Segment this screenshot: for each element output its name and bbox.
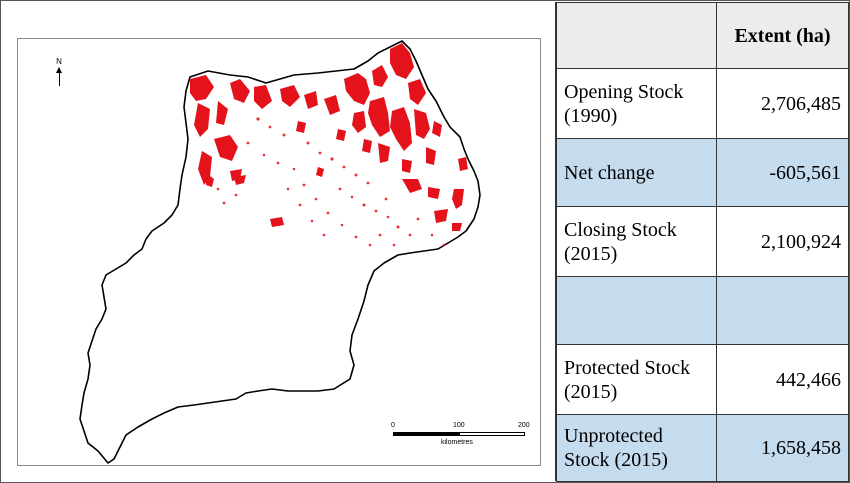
forest-patch xyxy=(336,129,346,141)
forest-patch xyxy=(362,139,372,153)
forest-patch xyxy=(452,189,464,209)
row-label: Closing Stock (2015) xyxy=(556,206,717,277)
forest-patch xyxy=(316,167,324,177)
forest-patch xyxy=(280,85,300,107)
map-frame: N xyxy=(17,38,541,466)
forest-patch xyxy=(452,223,462,231)
forest-patch xyxy=(324,95,340,115)
scale-unit: kilometres xyxy=(441,439,473,446)
forest-patch xyxy=(194,103,210,137)
table-row: Opening Stock (1990) 2,706,485 xyxy=(556,68,849,139)
forest-patch xyxy=(378,143,390,163)
forest-patch xyxy=(304,91,318,109)
row-value: 1,658,458 xyxy=(716,414,849,482)
forest-patch xyxy=(344,73,370,105)
row-value xyxy=(716,276,849,345)
header-label-cell xyxy=(556,2,717,69)
scale-segment-black xyxy=(393,432,459,436)
forest-patch xyxy=(216,101,228,125)
row-value: 2,706,485 xyxy=(716,68,849,139)
row-label: Opening Stock (1990) xyxy=(556,68,717,139)
forest-patch xyxy=(426,147,436,165)
scale-tick-0: 0 xyxy=(391,422,395,429)
forest-patch xyxy=(428,187,440,199)
forest-patch xyxy=(390,107,412,151)
north-label: N xyxy=(56,57,62,66)
forest-scatter xyxy=(216,117,446,247)
row-label: Protected Stock (2015) xyxy=(556,344,717,415)
forest-patch xyxy=(432,121,442,137)
scale-bar: 0 100 200 kilometres xyxy=(391,422,531,452)
header-extent-cell: Extent (ha) xyxy=(716,2,849,69)
uganda-map xyxy=(79,40,481,464)
forest-patch xyxy=(234,175,246,185)
forest-patch xyxy=(368,97,390,137)
forest-patch xyxy=(254,85,272,109)
table-row: Protected Stock (2015) 442,466 xyxy=(556,344,849,415)
forest-patch xyxy=(402,179,422,193)
forest-patch xyxy=(458,157,468,171)
table-row: Unprotected Stock (2015) 1,658,458 xyxy=(556,414,849,482)
forest-patch xyxy=(296,121,306,133)
row-value: 442,466 xyxy=(716,344,849,415)
forest-patch xyxy=(402,159,412,173)
row-label: Net change xyxy=(556,138,717,207)
forest-patch xyxy=(414,109,430,139)
north-arrow-icon xyxy=(55,67,62,86)
table-header-row: Extent (ha) xyxy=(556,2,849,69)
forest-patch xyxy=(214,135,238,161)
forest-patch xyxy=(230,79,250,103)
row-label xyxy=(556,276,717,345)
scale-tick-200: 200 xyxy=(518,422,530,429)
row-value: 2,100,924 xyxy=(716,206,849,277)
forest-patch xyxy=(352,111,366,133)
forest-patch xyxy=(372,65,388,87)
map-panel: N xyxy=(2,2,556,481)
forest-patch xyxy=(270,217,284,227)
forest-patch xyxy=(390,43,414,79)
north-arrow: N xyxy=(52,57,66,91)
forest-patches xyxy=(190,43,468,231)
table-row: Net change -605,561 xyxy=(556,138,849,207)
table-row xyxy=(556,276,849,345)
forest-patch xyxy=(408,79,426,105)
forest-patch xyxy=(434,209,448,223)
forest-patch xyxy=(190,75,214,101)
stock-table: Extent (ha) Opening Stock (1990) 2,706,4… xyxy=(556,2,849,482)
scale-segment-white xyxy=(459,432,525,436)
row-value: -605,561 xyxy=(716,138,849,207)
table-row: Closing Stock (2015) 2,100,924 xyxy=(556,206,849,277)
country-outline xyxy=(79,40,481,464)
forest-patch xyxy=(206,173,214,187)
scale-tick-100: 100 xyxy=(453,422,465,429)
row-label: Unprotected Stock (2015) xyxy=(556,414,717,482)
